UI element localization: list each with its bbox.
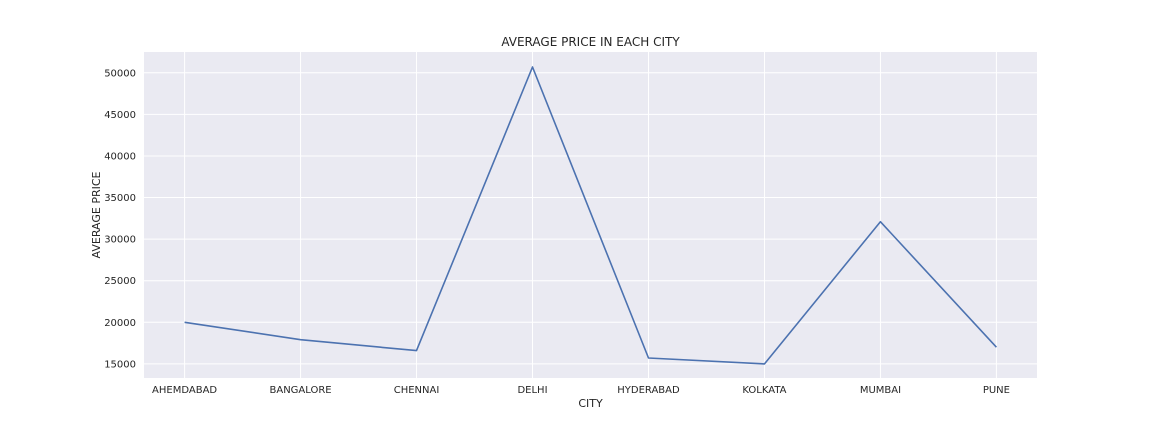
y-tick-label: 35000 xyxy=(104,193,136,204)
x-axis-label: CITY xyxy=(578,397,603,410)
y-tick-label: 30000 xyxy=(104,235,136,246)
data-point xyxy=(994,345,998,349)
x-tick-label: CHENNAI xyxy=(394,385,440,396)
grid-lines xyxy=(144,52,1037,378)
series-layer xyxy=(183,65,998,366)
data-point xyxy=(299,338,303,342)
y-tick-label: 45000 xyxy=(104,110,136,121)
y-tick-label: 50000 xyxy=(104,68,136,79)
data-point xyxy=(415,349,419,353)
y-tick-label: 20000 xyxy=(104,318,136,329)
x-axis-ticks: AHEMDABAD BANGALORE CHENNAI DELHI HYDERABAD K… xyxy=(152,385,1010,396)
series-line xyxy=(184,66,997,365)
y-axis-label: AVERAGE PRICE xyxy=(90,171,103,258)
x-tick-label: DELHI xyxy=(517,385,547,396)
x-tick-label: MUMBAI xyxy=(860,385,901,396)
x-tick-label: BANGALORE xyxy=(270,385,332,396)
data-point xyxy=(646,356,650,360)
x-tick-label: PUNE xyxy=(983,385,1010,396)
x-tick-label: KOLKATA xyxy=(742,385,786,396)
y-tick-label: 25000 xyxy=(104,276,136,287)
x-tick-label: AHEMDABAD xyxy=(152,385,217,396)
plot-area xyxy=(144,52,1037,378)
data-point xyxy=(762,362,766,366)
y-tick-label: 15000 xyxy=(104,359,136,370)
y-axis-ticks: 15000 20000 25000 30000 35000 40000 45000 50000 xyxy=(104,68,136,370)
data-point xyxy=(878,220,882,224)
y-tick-label: 40000 xyxy=(104,151,136,162)
chart-title: AVERAGE PRICE IN EACH CITY xyxy=(501,35,680,49)
data-point xyxy=(531,65,535,69)
data-point xyxy=(183,320,187,324)
x-tick-label: HYDERABAD xyxy=(617,385,680,396)
